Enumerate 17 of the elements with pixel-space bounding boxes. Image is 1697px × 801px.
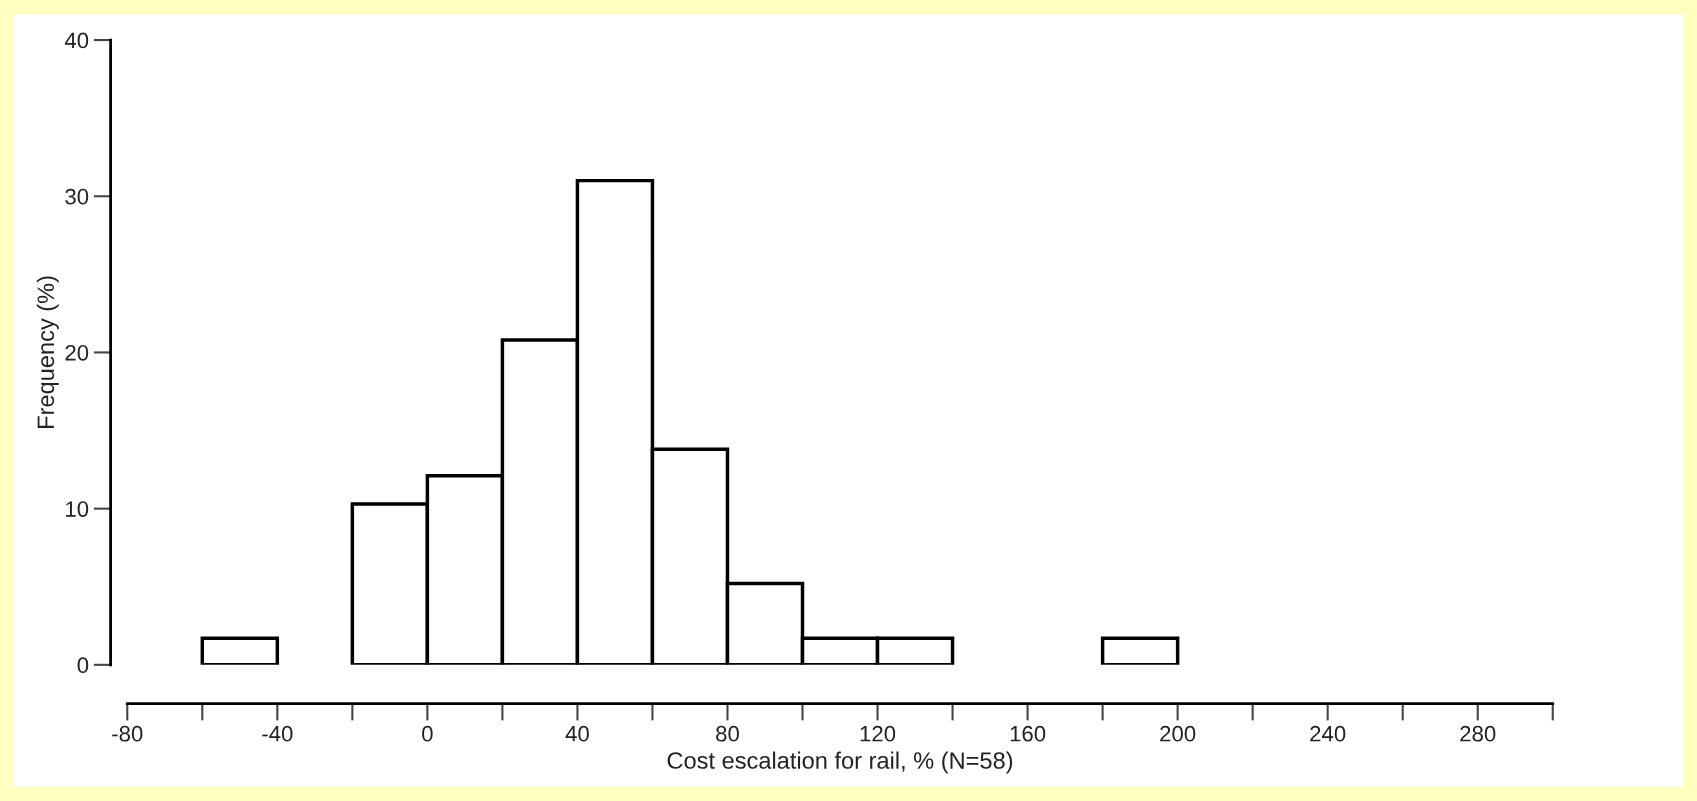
- x-tick-label: -40: [262, 725, 293, 742]
- x-tick-label: 240: [1310, 725, 1346, 742]
- x-tick-label: 120: [860, 725, 896, 742]
- y-axis-title: Frequency (%): [36, 276, 59, 428]
- x-tick-label: 80: [716, 725, 739, 742]
- x-tick-label: -80: [112, 725, 143, 742]
- x-tick-label: 280: [1460, 725, 1496, 742]
- x-tick-label: 40: [565, 725, 589, 742]
- y-tick-label: 0: [77, 657, 89, 674]
- y-tick-label: 30: [65, 188, 89, 205]
- y-tick-label: 10: [66, 501, 89, 517]
- x-tick-label: 200: [1160, 725, 1196, 742]
- y-tick-label: 40: [64, 32, 89, 49]
- y-tick-label: 20: [65, 344, 89, 361]
- x-axis-title: Cost escalation for rail, % (N=58): [667, 751, 1013, 774]
- x-tick-label: 0: [422, 725, 433, 742]
- x-tick-label: 160: [1010, 725, 1046, 742]
